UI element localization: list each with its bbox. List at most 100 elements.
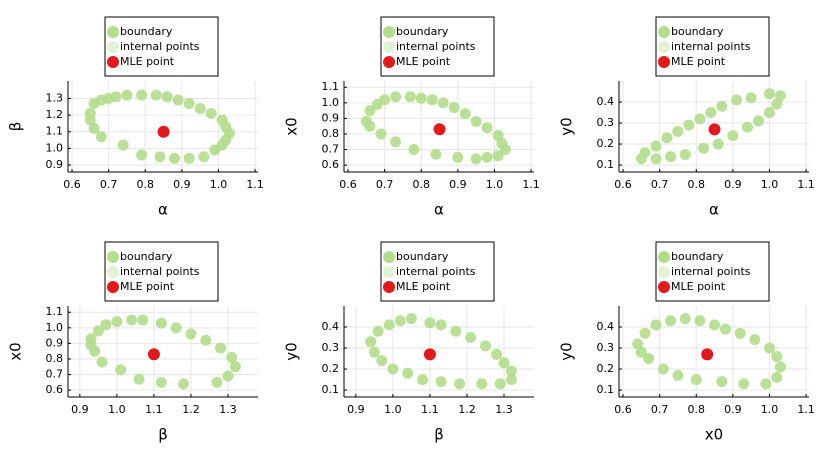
x-tick-label: 0.8 [136, 178, 154, 191]
data-point [731, 94, 743, 106]
y-tick-label: 1.0 [46, 321, 64, 334]
data-point [111, 316, 123, 328]
x-tick-label: 0.6 [614, 403, 632, 416]
x-tick-label: 1.2 [182, 403, 200, 416]
data-point [465, 332, 477, 344]
legend-marker [107, 251, 119, 263]
data-point [481, 151, 493, 163]
x-tick-label: 1.0 [761, 178, 779, 191]
data-point [404, 91, 416, 103]
legend-marker [107, 266, 119, 278]
data-point [650, 140, 662, 152]
data-point [694, 315, 706, 327]
data-point [226, 351, 238, 363]
data-point [426, 94, 438, 106]
data-point [665, 315, 677, 327]
y-tick-label: 1.1 [46, 305, 64, 318]
legend-label: MLE point [396, 55, 451, 68]
data-point [376, 355, 388, 367]
data-point [771, 371, 783, 383]
data-point [405, 313, 417, 325]
data-point [491, 348, 503, 360]
data-point [672, 125, 684, 137]
y-tick-label: 0.2 [322, 362, 340, 375]
data-point [415, 92, 427, 104]
y-tick-label: 0.6 [322, 158, 340, 171]
data-point [470, 116, 482, 128]
data-point [133, 373, 145, 385]
y-tick-label: 0.9 [46, 336, 64, 349]
y-tick-label: 1.1 [322, 80, 340, 93]
data-point [774, 361, 786, 373]
data-point [481, 122, 493, 134]
data-point [657, 363, 669, 375]
y-tick-label: 0.8 [322, 127, 340, 140]
x-tick-label: 0.6 [614, 178, 632, 191]
legend-marker [383, 281, 395, 293]
data-point [172, 94, 184, 106]
x-tick-label: 0.6 [63, 178, 81, 191]
x-tick-label: 1.1 [797, 178, 815, 191]
data-point [372, 325, 384, 337]
data-point [665, 151, 677, 163]
x-axis-label: β [434, 426, 444, 444]
legend-label: boundary [396, 25, 449, 38]
legend-label: boundary [120, 250, 173, 263]
x-axis-label: α [709, 201, 719, 219]
data-point [643, 353, 655, 365]
x-tick-label: 0.8 [687, 178, 705, 191]
legend-marker [658, 266, 670, 278]
y-tick-label: 0.2 [597, 137, 615, 150]
data-point [632, 338, 644, 350]
data-point [387, 363, 399, 375]
x-axis-label: α [434, 201, 444, 219]
legend-label: MLE point [671, 280, 726, 293]
data-point [155, 376, 167, 388]
data-point [749, 334, 761, 346]
legend-marker [107, 41, 119, 53]
data-point [639, 146, 651, 158]
legend-label: internal points [396, 40, 476, 53]
x-tick-label: 1.2 [458, 403, 476, 416]
x-axis-label: β [158, 426, 168, 444]
data-point [194, 102, 206, 114]
data-point [84, 107, 96, 119]
y-tick-label: 1.2 [46, 108, 64, 121]
legend-marker [658, 56, 670, 68]
legend-label: boundary [671, 25, 724, 38]
x-tick-label: 1.0 [108, 403, 126, 416]
data-point [505, 365, 517, 377]
data-point [650, 153, 662, 165]
data-point [96, 356, 108, 368]
data-point [155, 317, 167, 329]
subplot: 0.6 0.7 0.8 0.9 1.0 1.1 0.9 1.0 1.1 1.2 1.3 α β bound… [7, 16, 264, 219]
subplot: 0.6 0.7 0.8 0.9 1.0 1.1 0.1 0.2 0.3 0.4 α y0 boundar… [558, 16, 815, 219]
legend-marker [383, 26, 395, 38]
data-point [672, 369, 684, 381]
data-point [771, 350, 783, 362]
x-tick-label: 1.3 [495, 403, 513, 416]
data-point [364, 105, 376, 117]
y-axis-label: y0 [558, 117, 576, 135]
x-tick-label: 0.9 [347, 403, 365, 416]
data-point [430, 148, 442, 160]
data-point [763, 342, 775, 354]
data-point [705, 107, 717, 119]
x-tick-label: 1.1 [246, 178, 264, 191]
data-point [110, 91, 122, 103]
legend-box [104, 16, 219, 77]
data-point [499, 144, 511, 156]
data-point [150, 89, 162, 101]
data-point [205, 107, 217, 119]
y-tick-label: 0.4 [597, 320, 615, 333]
x-tick-label: 1.1 [421, 403, 439, 416]
data-point [470, 153, 482, 165]
data-point [476, 378, 488, 390]
data-point [712, 138, 724, 150]
legend-marker [658, 251, 670, 263]
legend-label: internal points [396, 265, 476, 278]
subplot: 0.9 1.0 1.1 1.2 1.3 0.6 0.7 0.8 0.9 1.0 1.1 β x0 boun… [7, 241, 258, 444]
data-point [157, 125, 170, 138]
y-tick-label: 1.0 [46, 141, 64, 154]
